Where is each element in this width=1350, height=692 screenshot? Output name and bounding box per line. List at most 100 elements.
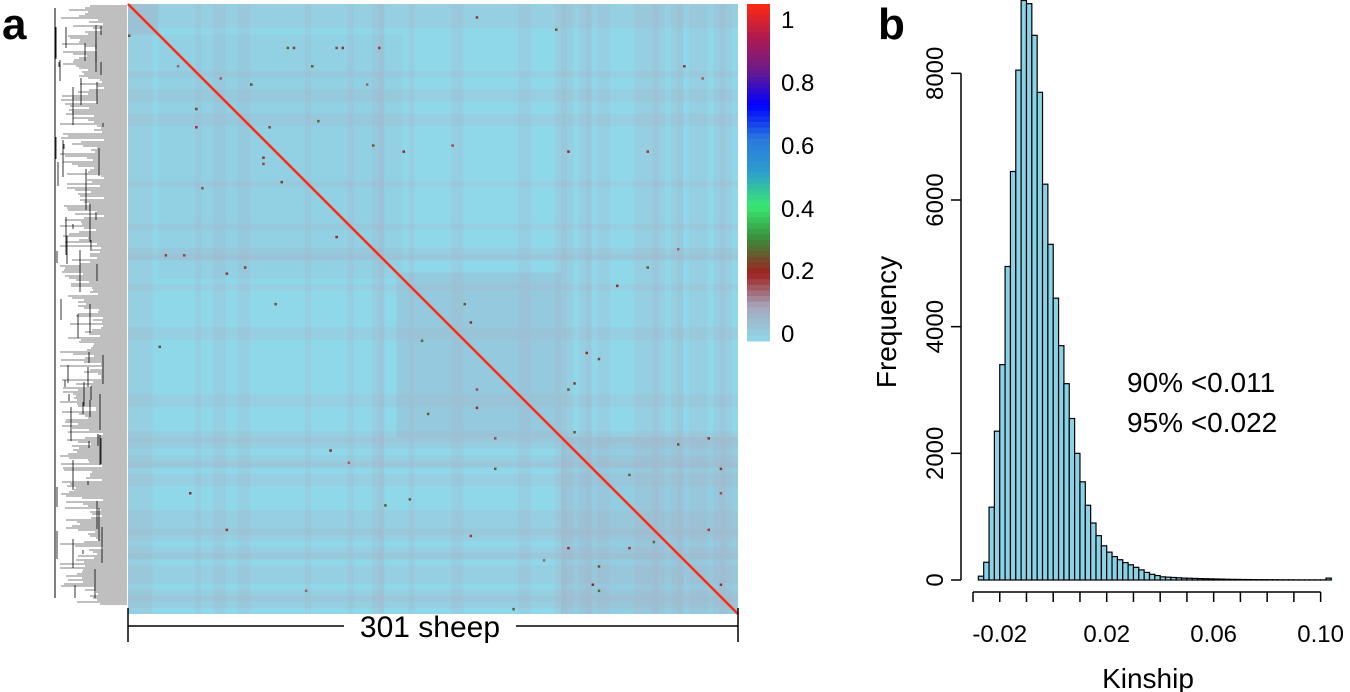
colorbar-swatch: [747, 301, 770, 308]
heatmap-cell: [195, 107, 198, 111]
heatmap-cell: [616, 284, 619, 288]
colorbar-swatch: [747, 43, 770, 50]
histogram-bar: [1164, 576, 1172, 581]
colorbar-swatch: [747, 312, 770, 320]
colorbar-swatch: [747, 194, 770, 202]
histogram-bar: [1116, 559, 1124, 581]
heatmap-cell: [158, 345, 161, 349]
heatmap-cell: [420, 339, 424, 342]
colorbar-tick-label: 0: [781, 321, 794, 348]
histogram-bar: [1079, 481, 1086, 581]
heatmap-stripe: [140, 4, 153, 614]
histogram-bar: [983, 561, 990, 581]
heatmap-stripe: [304, 4, 311, 614]
heatmap-stripe: [128, 223, 738, 230]
histogram-bar: [1100, 545, 1108, 581]
heatmap-stripe: [597, 4, 610, 614]
heatmap-stripe: [128, 510, 738, 517]
heatmap-panel: 1 0.8 0.6 0.4 0.2 0 301 sheep: [54, 3, 814, 644]
sample-count-label: 301 sheep: [360, 611, 500, 644]
colorbar-swatch: [747, 189, 770, 196]
y-tick-label: 4000: [922, 300, 949, 353]
heatmap-stripe: [128, 394, 738, 407]
heatmap-cell: [646, 150, 649, 153]
colorbar-swatch: [747, 65, 770, 72]
heatmap-stripe: [128, 461, 738, 468]
colorbar-swatch: [747, 307, 770, 314]
colorbar-swatch: [747, 183, 770, 190]
heatmap-cell: [597, 565, 601, 568]
histogram-bar: [1132, 566, 1140, 581]
histogram-bar: [1106, 551, 1113, 581]
histogram-bar: [1180, 577, 1188, 581]
heatmap-cell: [286, 46, 290, 50]
dendrogram: [54, 5, 127, 605]
heatmap-cell: [567, 388, 570, 391]
histogram-bar: [1122, 561, 1129, 581]
colorbar-swatch: [747, 99, 770, 106]
colorbar-swatch: [747, 245, 770, 252]
heatmap-cell: [591, 583, 595, 586]
colorbar-swatch: [747, 279, 770, 286]
colorbar-swatch: [747, 9, 770, 16]
heatmap-stripe: [128, 443, 738, 450]
heatmap-stripe: [128, 327, 738, 340]
histogram-bar: [1170, 576, 1177, 581]
histogram-bar: [1025, 3, 1033, 581]
heatmap-stripe: [128, 248, 738, 261]
heatmap-cell: [262, 156, 265, 159]
annotation-90: 90% <0.011: [1127, 367, 1275, 398]
heatmap-cell: [408, 498, 412, 501]
histogram-bar: [1148, 573, 1156, 581]
y-tick-label: 8000: [922, 47, 949, 100]
heatmap-stripe: [652, 4, 665, 614]
colorbar-swatch: [747, 110, 770, 117]
histogram-bar: [1036, 91, 1044, 581]
histogram-bar: [1063, 383, 1070, 581]
heatmap-cell: [219, 77, 222, 80]
kinship-heatmap: [127, 3, 739, 615]
heatmap-cell: [475, 406, 479, 410]
colorbar-swatch: [747, 206, 770, 213]
heatmap-cell: [243, 266, 247, 269]
panel-label-a: a: [2, 0, 27, 49]
heatmap-cell: [426, 412, 430, 416]
colorbar-swatch: [747, 223, 770, 230]
colorbar-swatch: [747, 166, 770, 173]
heatmap-cell: [317, 119, 320, 123]
heatmap-stripe: [640, 4, 647, 614]
heatmap-cell: [597, 357, 601, 361]
colorbar-swatch: [747, 37, 770, 44]
histogram-bar: [1009, 170, 1017, 581]
heatmap-stripe: [237, 4, 250, 614]
heatmap-cell: [628, 546, 631, 550]
colorbar-swatch: [747, 133, 770, 140]
heatmap-cell: [469, 321, 473, 324]
heatmap-stripe: [128, 4, 141, 614]
heatmap-stripe: [347, 4, 354, 614]
colorbar-swatch: [747, 32, 770, 39]
heatmap-cell: [262, 162, 265, 166]
heatmap-stripe: [518, 4, 531, 614]
heatmap-stripe: [128, 473, 738, 486]
histogram-bar: [1020, 0, 1028, 581]
heatmap-stripe: [128, 431, 738, 444]
heatmap-cell: [573, 382, 576, 385]
y-tick-label: 0: [922, 573, 949, 586]
colorbar-swatch: [747, 121, 770, 129]
heatmap-cell: [341, 46, 344, 50]
heatmap-stripe: [555, 4, 568, 614]
heatmap-stripe: [195, 4, 202, 614]
heatmap-stripe: [695, 4, 708, 614]
heatmap-stripe: [713, 4, 726, 614]
heatmap-cell: [494, 467, 497, 471]
heatmap-stripe: [408, 4, 415, 614]
x-tick-label: 0.02: [1083, 621, 1130, 648]
heatmap-cell: [646, 266, 649, 269]
histogram-bar: [1015, 69, 1022, 581]
heatmap-cell: [677, 443, 680, 446]
heatmap-cell: [402, 150, 405, 153]
panel-label-b: b: [878, 0, 905, 49]
heatmap-cell: [329, 449, 332, 452]
colorbar-swatch: [747, 4, 770, 11]
